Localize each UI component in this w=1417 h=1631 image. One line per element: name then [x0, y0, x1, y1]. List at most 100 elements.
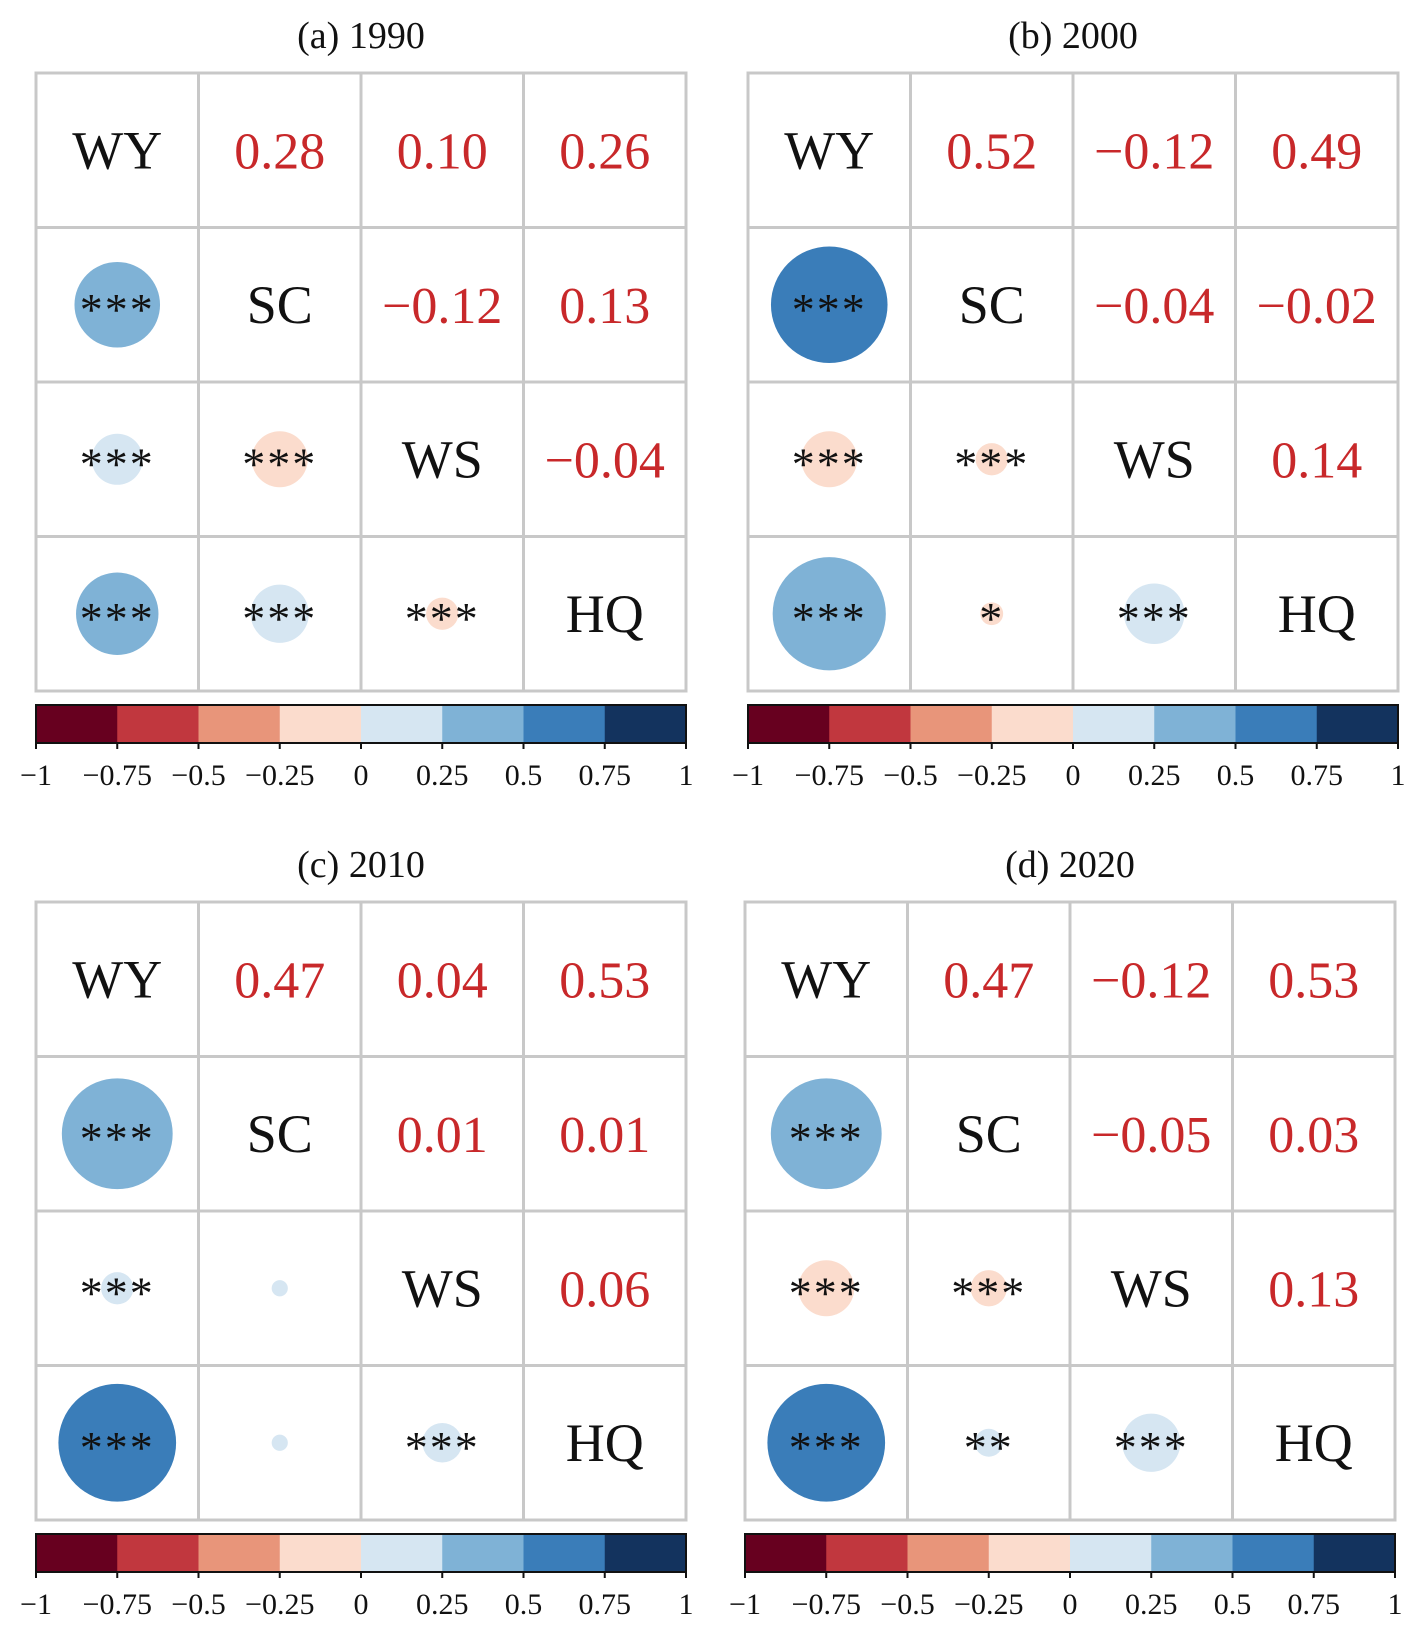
correlation-circle	[975, 443, 1008, 476]
colorbar-segment	[1232, 1534, 1315, 1572]
colorbar-tick-label: 0.25	[416, 759, 469, 792]
correlation-value: −0.05	[1091, 1107, 1211, 1164]
correlation-value: 0.47	[234, 952, 325, 1009]
colorbar-tick-label: −0.25	[245, 759, 314, 792]
colorbar-tick-label: −0.25	[245, 1588, 314, 1621]
colorbar-segment	[991, 705, 1074, 743]
colorbar-tick-label: 0	[1066, 759, 1081, 792]
colorbar-segment	[117, 705, 199, 743]
colorbar-tick-label: −0.5	[171, 759, 225, 792]
significance-stars: ***	[951, 1267, 1026, 1318]
correlation-value: −0.12	[1091, 952, 1211, 1009]
colorbar-segment	[907, 1534, 990, 1572]
colorbar-segment	[988, 1534, 1071, 1572]
correlation-value: 0.13	[559, 278, 650, 335]
correlation-value: −0.02	[1257, 278, 1377, 335]
colorbar-tick-label: −0.75	[795, 759, 864, 792]
variable-label-ws: WS	[402, 429, 483, 489]
correlation-value: 0.14	[1271, 432, 1362, 489]
significance-stars: ***	[789, 1422, 864, 1473]
correlation-value: 0.53	[1268, 952, 1359, 1009]
colorbar-segment	[1070, 1534, 1152, 1572]
colorbar-segment	[748, 705, 830, 743]
significance-stars: ***	[242, 438, 317, 489]
colorbar-tick-label: 1	[1388, 1588, 1403, 1621]
correlation-circle	[1124, 583, 1185, 644]
colorbar-segment	[745, 1534, 827, 1572]
colorbar-segment	[829, 705, 911, 743]
panel-title: (c) 2010	[297, 844, 425, 886]
variable-label-ws: WS	[1114, 429, 1195, 489]
panel-3: (c) 2010 WY SC WS HQ 0.47 0.04 0.53 0.01 0.01 0.06…	[20, 844, 693, 1621]
correlation-value: 0.10	[397, 123, 488, 180]
correlation-circle	[798, 1260, 855, 1317]
colorbar-tick-label: −0.5	[171, 1588, 225, 1621]
correlation-circle	[271, 1434, 288, 1451]
variable-label-hq: HQ	[566, 1413, 644, 1473]
significance-stars: ***	[80, 438, 155, 489]
colorbar-tick-label: 0.5	[505, 759, 543, 792]
variable-label-sc: SC	[247, 275, 313, 335]
correlation-circle	[770, 246, 888, 364]
correlation-circle	[61, 1078, 173, 1190]
correlation-circle	[101, 1272, 134, 1305]
colorbar-segment	[279, 705, 362, 743]
colorbar-segment	[1073, 705, 1155, 743]
panel-title: (a) 1990	[297, 15, 425, 57]
correlation-value: 0.01	[397, 1107, 488, 1164]
correlation-circle	[58, 1383, 177, 1502]
significance-stars: **	[964, 1422, 1014, 1473]
correlation-value: 0.52	[946, 123, 1037, 180]
significance-stars: *	[979, 593, 1004, 644]
colorbar-tick-label: 0.25	[416, 1588, 469, 1621]
variable-label-hq: HQ	[1275, 1413, 1353, 1473]
variable-label-ws: WS	[402, 1258, 483, 1318]
correlation-value: 0.26	[559, 123, 650, 180]
colorbar-segment	[604, 1534, 687, 1572]
correlation-circle	[251, 431, 308, 488]
correlation-value: −0.04	[545, 432, 665, 489]
correlation-value: −0.04	[1094, 278, 1214, 335]
correlation-value: 0.03	[1268, 1107, 1359, 1164]
correlation-value: 0.47	[943, 952, 1034, 1009]
correlation-value: 0.04	[397, 952, 488, 1009]
significance-stars: ***	[80, 1422, 155, 1473]
correlation-circle	[974, 1428, 1003, 1457]
significance-stars: ***	[792, 593, 867, 644]
correlation-circle	[74, 261, 161, 348]
colorbar-tick-label: −0.5	[880, 1588, 934, 1621]
correlation-value: 0.28	[234, 123, 325, 180]
colorbar-tick-label: −0.5	[883, 759, 937, 792]
colorbar-tick-label: 0.25	[1125, 1588, 1178, 1621]
correlation-value: −0.12	[1094, 123, 1214, 180]
significance-stars: ***	[954, 438, 1029, 489]
significance-stars: ***	[792, 284, 867, 335]
colorbar-tick-label: 0.25	[1128, 759, 1181, 792]
significance-stars: ***	[789, 1267, 864, 1318]
correlation-circle	[801, 431, 858, 488]
significance-stars: ***	[405, 1422, 480, 1473]
panel-title: (d) 2020	[1005, 844, 1135, 886]
colorbar-tick-label: 0.75	[1291, 759, 1344, 792]
colorbar-segment	[1235, 705, 1318, 743]
correlation-value: 0.49	[1271, 123, 1362, 180]
colorbar-tick-label: 0	[1063, 1588, 1078, 1621]
correlation-value: 0.13	[1268, 1261, 1359, 1318]
colorbar-tick-label: 0.5	[505, 1588, 543, 1621]
colorbar-tick-label: −1	[20, 1588, 52, 1621]
colorbar-segment	[442, 705, 524, 743]
colorbar-tick-label: 0	[354, 759, 369, 792]
colorbar-tick-label: 0	[354, 1588, 369, 1621]
colorbar-segment	[523, 705, 606, 743]
panel-1: (a) 1990 WY SC WS HQ 0.28 0.10 0.26 −0.12 0.13 −0.…	[20, 15, 693, 792]
variable-label-sc: SC	[956, 1104, 1022, 1164]
colorbar-tick-label: −1	[20, 759, 52, 792]
colorbar-segment	[1151, 1534, 1233, 1572]
variable-label-sc: SC	[247, 1104, 313, 1164]
variable-label-wy: WY	[72, 120, 162, 180]
correlation-circle	[91, 433, 143, 485]
panel-4: (d) 2020 WY SC WS HQ 0.47 −0.12 0.53 −0.05 0.03 0.…	[729, 844, 1402, 1621]
colorbar-segment	[910, 705, 993, 743]
significance-stars: ***	[1114, 1422, 1189, 1473]
